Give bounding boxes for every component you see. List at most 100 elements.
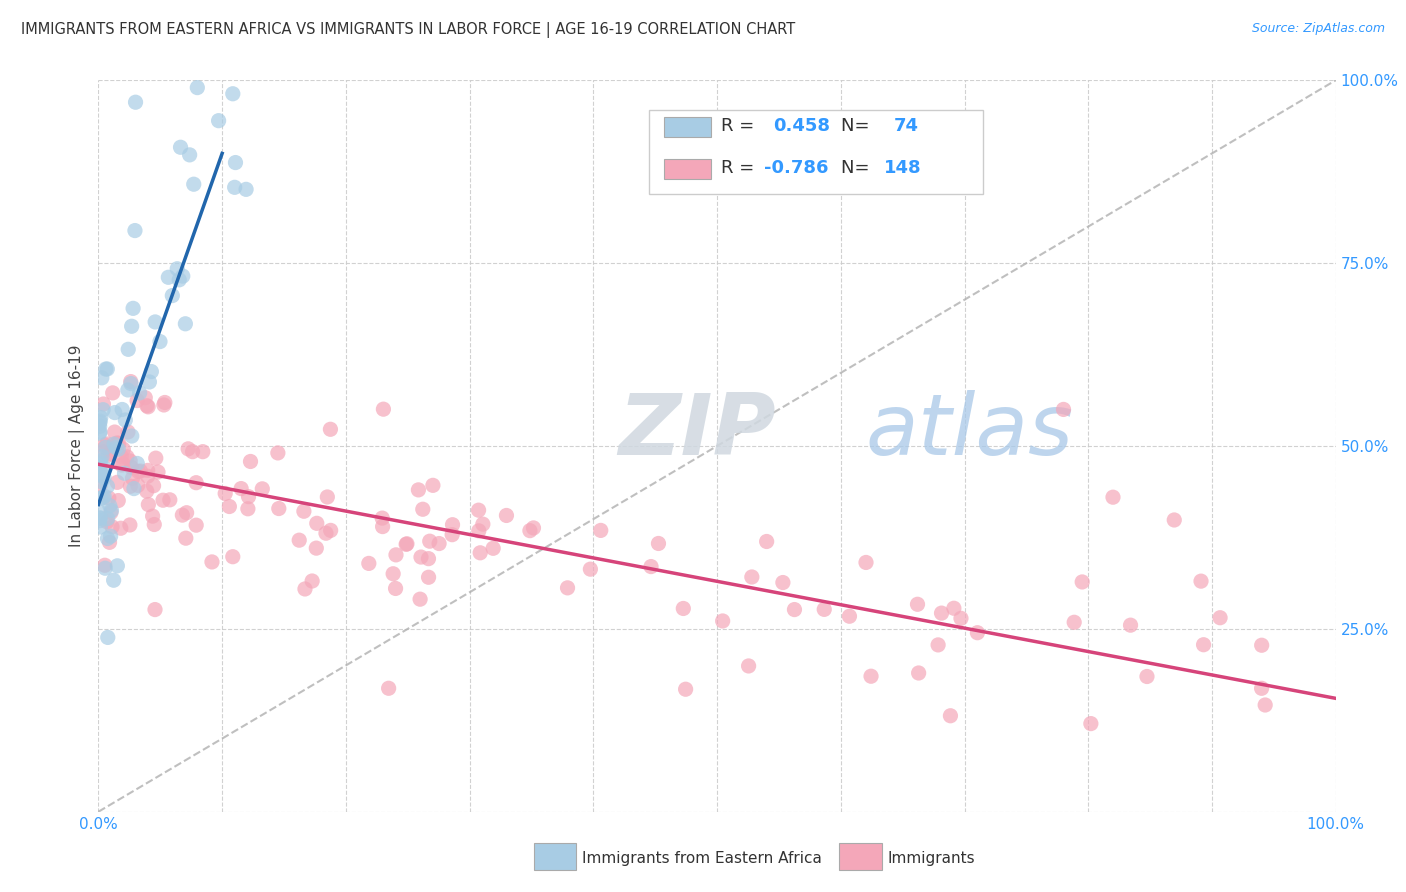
Point (441, 517, 464, 532)
Point (129, 464, 152, 478)
Point (855, 556, 877, 570)
Point (105, 441, 128, 455)
Point (145, 451, 167, 466)
Point (305, 516, 328, 531)
Point (146, 465, 169, 479)
Point (1163, 513, 1185, 527)
Point (138, 375, 160, 389)
Point (319, 524, 342, 538)
Point (939, 708, 962, 723)
Point (97, 511, 120, 525)
Point (100, 506, 122, 520)
Point (121, 319, 143, 334)
Point (136, 400, 159, 414)
Point (907, 665, 929, 680)
Point (224, 180, 246, 194)
Point (107, 493, 129, 508)
Point (427, 536, 450, 550)
Point (412, 502, 434, 516)
Point (1052, 402, 1074, 417)
Text: 0.458: 0.458 (773, 117, 830, 135)
Point (1119, 618, 1142, 632)
Point (96, 515, 118, 529)
Point (385, 548, 408, 562)
Point (174, 317, 197, 331)
Point (117, 425, 139, 439)
Point (373, 402, 395, 417)
Point (294, 582, 316, 596)
Point (89, 416, 111, 430)
Point (675, 682, 697, 697)
Point (117, 343, 139, 357)
Point (1080, 716, 1102, 731)
Point (93, 470, 115, 484)
Text: -0.786: -0.786 (763, 159, 828, 177)
Point (120, 479, 142, 493)
Point (111, 402, 134, 417)
Point (672, 601, 695, 615)
Point (91, 402, 114, 417)
Point (236, 501, 259, 516)
Point (114, 413, 136, 427)
Point (101, 385, 124, 400)
Point (89, 419, 111, 434)
Point (382, 566, 405, 581)
Point (100, 503, 122, 517)
Point (292, 504, 315, 518)
Point (186, 80, 208, 95)
Point (222, 549, 245, 564)
Point (101, 520, 124, 534)
Point (418, 551, 440, 566)
Point (138, 498, 160, 512)
Point (838, 609, 860, 624)
Point (377, 681, 399, 696)
Point (169, 140, 191, 154)
Point (357, 557, 380, 571)
Point (371, 511, 394, 525)
Point (127, 393, 149, 408)
FancyBboxPatch shape (664, 159, 711, 179)
Point (409, 550, 432, 565)
Point (94, 561, 117, 575)
Point (124, 223, 146, 237)
Point (96, 437, 118, 451)
Point (949, 611, 972, 625)
Point (89, 454, 111, 468)
Point (418, 570, 440, 584)
Point (112, 457, 135, 471)
Point (105, 436, 128, 450)
Point (191, 444, 214, 458)
Point (467, 503, 489, 517)
Point (519, 524, 541, 538)
Point (104, 406, 127, 420)
Point (647, 536, 669, 550)
Point (179, 148, 201, 162)
Point (122, 482, 145, 496)
Point (104, 425, 127, 439)
Point (409, 592, 432, 607)
Point (100, 529, 122, 543)
Point (121, 429, 143, 443)
Text: Source: ZipAtlas.com: Source: ZipAtlas.com (1251, 22, 1385, 36)
Point (966, 625, 988, 640)
Point (143, 517, 166, 532)
Point (159, 492, 181, 507)
Point (89, 511, 111, 525)
Point (408, 483, 430, 497)
Point (105, 475, 128, 490)
Point (471, 517, 494, 532)
Point (103, 437, 125, 451)
Point (118, 518, 141, 533)
Point (1254, 698, 1277, 712)
Point (89, 425, 111, 439)
Point (522, 521, 544, 535)
Point (174, 531, 197, 545)
Point (224, 155, 246, 169)
Point (142, 479, 165, 493)
Point (315, 526, 337, 541)
Text: atlas: atlas (866, 390, 1074, 473)
Point (120, 375, 142, 389)
Point (135, 399, 157, 413)
Point (384, 582, 406, 596)
Point (755, 534, 778, 549)
